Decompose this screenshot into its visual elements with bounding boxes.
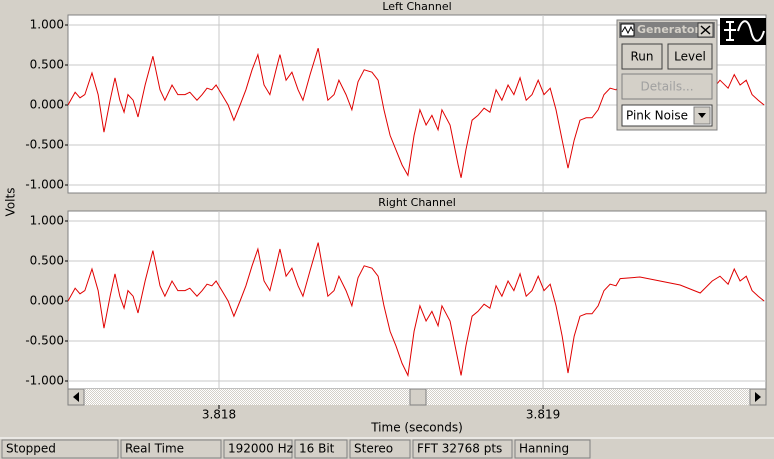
y-tick-label: 0.500 [30,58,64,72]
waveform [68,242,765,378]
status-cell [349,439,411,459]
status-text: Stopped [6,442,56,456]
status-text: Stereo [354,442,393,456]
status-cell [223,439,293,459]
status-cell [1,439,119,459]
details-button[interactable] [621,73,713,100]
y-tick-label: -0.500 [25,138,64,152]
status-text: 16 Bit [299,442,335,456]
select-value: Pink Noise [626,109,688,123]
scroll-thumb[interactable] [409,388,427,406]
arrow-icon [755,392,761,402]
y-tick-label: 1.000 [30,214,64,228]
y-tick-label: -1.000 [25,374,64,388]
panel-titlebar [619,22,715,38]
run-button[interactable] [621,43,663,70]
source-select[interactable] [621,104,713,127]
arrow-icon [698,113,706,118]
button-label: Level [674,50,706,64]
generator-panel: Generator Run Level Details... Pink Nois… [616,19,718,131]
button-label: Details... [640,80,693,94]
status-text: Hanning [519,442,569,456]
chart-title: Left Channel [382,0,451,13]
y-tick-label: 0.000 [30,294,64,308]
status-text: 192000 Hz [228,442,293,456]
status-text: Real Time [125,442,184,456]
x-axis-label: Time (seconds) [370,421,463,435]
status-cell [514,439,591,459]
y-tick-label: -1.000 [25,178,64,192]
generator-icon[interactable] [720,18,766,45]
button-label: Run [630,50,653,64]
status-cell [294,439,348,459]
y-tick-label: 0.500 [30,254,64,268]
status-cell [120,439,222,459]
chart-title: Right Channel [378,196,456,209]
waveform [68,48,765,178]
scrollbar[interactable] [67,388,767,406]
x-tick-label: 3.819 [526,408,560,422]
y-tick-label: -0.500 [25,334,64,348]
close-icon [700,25,711,35]
level-button[interactable] [667,43,713,70]
status-bar: Stopped Real Time 192000 Hz 16 Bit Stereo FFT… [0,437,774,459]
arrow-icon [73,392,79,402]
icon-symbol [724,21,736,41]
panel-icon-wave [621,25,634,35]
icon-wave [737,20,765,42]
status-cell [412,439,513,459]
status-text: FFT 32768 pts [417,442,502,456]
x-tick-label: 3.818 [202,408,236,422]
panel-title: Generator [637,23,700,36]
y-tick-label: 0.000 [30,98,64,112]
plot-area [67,210,767,390]
y-axis-label: Volts [4,188,18,217]
y-tick-label: 1.000 [30,18,64,32]
